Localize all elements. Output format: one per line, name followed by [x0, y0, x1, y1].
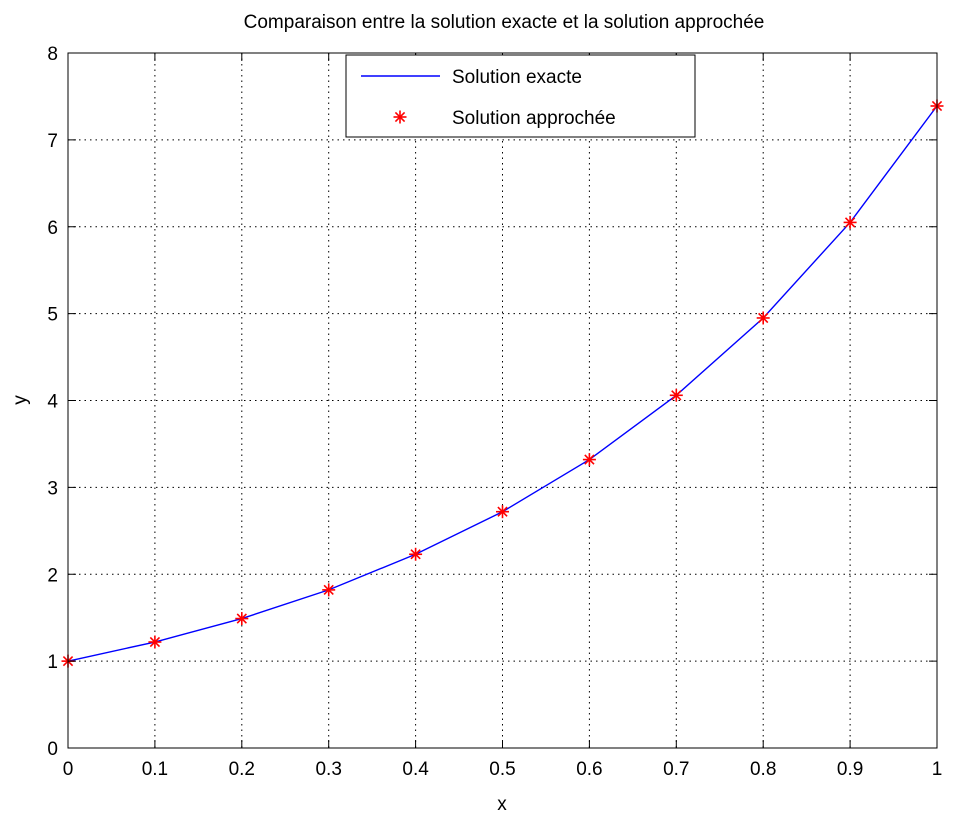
x-tick-label: 0.8 — [750, 759, 776, 780]
data-point-approchee — [582, 453, 596, 467]
y-tick-label: 8 — [47, 44, 58, 65]
x-tick-label: 0.7 — [663, 759, 689, 780]
y-axis-label: y — [10, 395, 31, 405]
legend-box — [345, 54, 696, 138]
ticks: 0 0.1 0.2 0.3 0.4 0.5 0.6 0.7 0.8 0.9 1 0 1 2 3 4 5 6 7 8 — [47, 44, 942, 780]
legend-label-exacte: Solution exacte — [452, 67, 582, 88]
legend-asterisk-icon — [393, 110, 407, 124]
x-tick-label: 0.5 — [489, 759, 515, 780]
x-axis-label: x — [497, 794, 507, 815]
legend: Solution exacte Solution approchée — [345, 54, 696, 138]
x-tick-label: 0.6 — [576, 759, 602, 780]
legend-label-approchee: Solution approchée — [452, 108, 616, 129]
grid — [68, 53, 937, 748]
data-point-approchee — [756, 311, 770, 325]
y-tick-label: 7 — [47, 131, 58, 152]
y-tick-label: 4 — [47, 392, 58, 413]
x-tick-label: 0.4 — [402, 759, 429, 780]
data-point-approchee — [235, 612, 249, 626]
x-tick-label: 0.9 — [837, 759, 863, 780]
x-tick-label: 0.2 — [229, 759, 255, 780]
x-tick-label: 0.1 — [142, 759, 168, 780]
x-tick-label: 1 — [932, 759, 943, 780]
y-tick-label: 2 — [47, 565, 58, 586]
data-point-approchee — [322, 583, 336, 597]
legend-marker-sample — [393, 110, 407, 124]
data-point-approchee — [669, 388, 683, 402]
series-group — [61, 99, 944, 668]
data-point-approchee — [843, 215, 857, 229]
y-tick-label: 3 — [47, 478, 58, 499]
data-point-approchee — [496, 505, 509, 519]
y-tick-label: 0 — [47, 739, 58, 760]
chart-title: Comparaison entre la solution exacte et … — [244, 12, 765, 33]
x-tick-label: 0.3 — [315, 759, 341, 780]
y-tick-label: 1 — [47, 652, 58, 673]
y-tick-label: 6 — [47, 218, 58, 239]
data-point-approchee — [409, 547, 423, 561]
y-tick-label: 5 — [47, 305, 58, 326]
plot-frame — [67, 52, 938, 749]
data-point-approchee — [148, 635, 162, 649]
x-tick-label: 0 — [63, 759, 74, 780]
